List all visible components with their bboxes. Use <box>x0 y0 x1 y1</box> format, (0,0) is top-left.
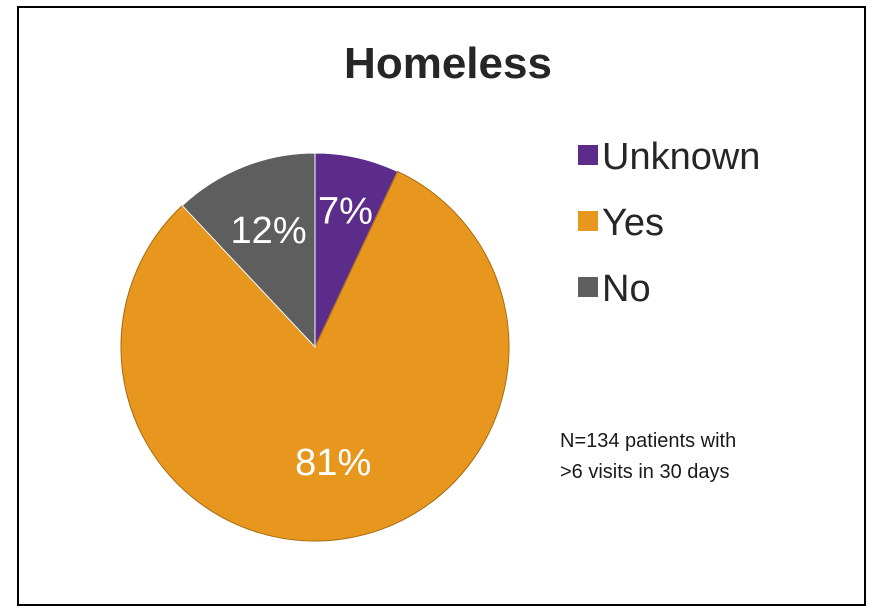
chart-title: Homeless <box>344 39 552 88</box>
legend-swatch-yes <box>578 211 598 231</box>
pie-slices <box>120 152 510 542</box>
pie-slice-no <box>181 152 316 349</box>
pie-slice-labels: 7% 81% 12% <box>231 191 373 484</box>
legend-swatch-no <box>578 277 598 297</box>
legend-swatch-unknown <box>578 145 598 165</box>
legend-label-unknown: Unknown <box>602 136 760 178</box>
legend-label-yes: Yes <box>602 202 664 244</box>
slice-label-yes: 81% <box>295 442 371 484</box>
annotation-line-2: >6 visits in 30 days <box>560 461 730 483</box>
annotation-line-1: N=134 patients with <box>560 430 736 452</box>
legend-label-no: No <box>602 268 651 310</box>
slice-label-unknown: 7% <box>318 191 373 233</box>
slice-label-no: 12% <box>231 210 307 252</box>
pie-slice-yes <box>120 170 510 542</box>
legend: Unknown Yes No <box>578 136 760 310</box>
